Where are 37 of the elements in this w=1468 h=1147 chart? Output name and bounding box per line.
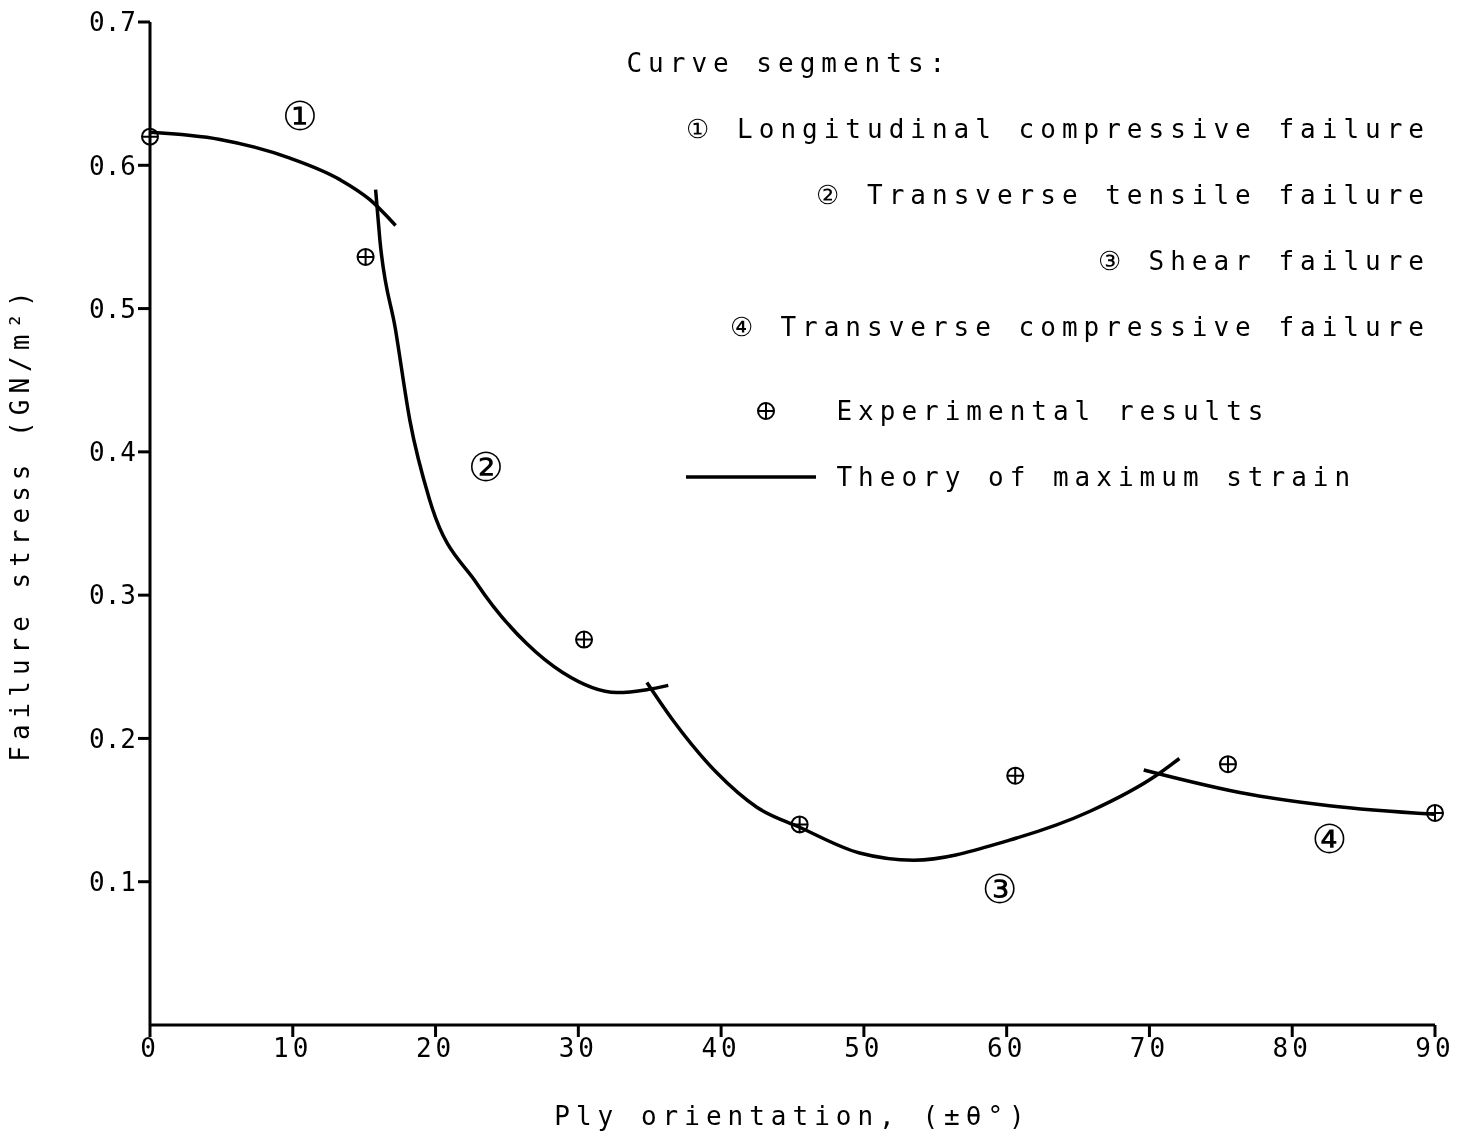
y-tick-label: 0.4	[89, 437, 136, 468]
x-tick-label: 20	[415, 1033, 456, 1064]
y-tick-label: 0.3	[89, 580, 136, 611]
x-tick-label: 90	[1415, 1033, 1455, 1064]
x-tick-label: 0	[140, 1033, 160, 1064]
x-tick-label: 30	[558, 1033, 598, 1064]
legend-label: Experimental results	[836, 396, 1270, 426]
y-tick-label: 0.6	[89, 150, 136, 181]
point	[790, 815, 809, 834]
annotation: ① Longitudinal compressive failure	[686, 114, 1430, 146]
x-tick-label: 60	[987, 1033, 1027, 1064]
annotation: ③ Shear failure	[1096, 246, 1430, 278]
point	[1218, 755, 1237, 774]
x-tick-label: 80	[1272, 1033, 1312, 1064]
x-tick-label: 10	[273, 1033, 313, 1064]
y-tick-label: 0.2	[89, 723, 136, 754]
x-tick-label: 70	[1129, 1033, 1170, 1064]
y-tick-label: 0.5	[89, 293, 136, 324]
y-axis-title: Failure stress (GN/m²)	[5, 285, 36, 762]
legend-label: Theory of maximum strain	[836, 462, 1357, 492]
annotation: ③	[981, 866, 1018, 913]
point	[1006, 766, 1025, 785]
y-tick-label: 0.7	[89, 7, 136, 38]
x-axis-title: Ply orientation, (±θ°)	[554, 1101, 1031, 1131]
point	[141, 127, 159, 146]
annotation: ④ Transverse compressive failure	[728, 312, 1430, 344]
annotation: ② Transverse tensile failure	[815, 180, 1430, 212]
point	[575, 630, 594, 649]
point	[356, 247, 375, 266]
annotation: ④	[1311, 815, 1348, 862]
annotation: ②	[468, 443, 504, 490]
x-tick-label: 50	[844, 1033, 884, 1064]
x-tick-label: 40	[701, 1033, 741, 1064]
point	[1426, 803, 1444, 822]
annotation: ①	[281, 92, 318, 139]
annotation: Curve segments:	[626, 48, 953, 80]
y-tick-label: 0.1	[89, 866, 136, 897]
